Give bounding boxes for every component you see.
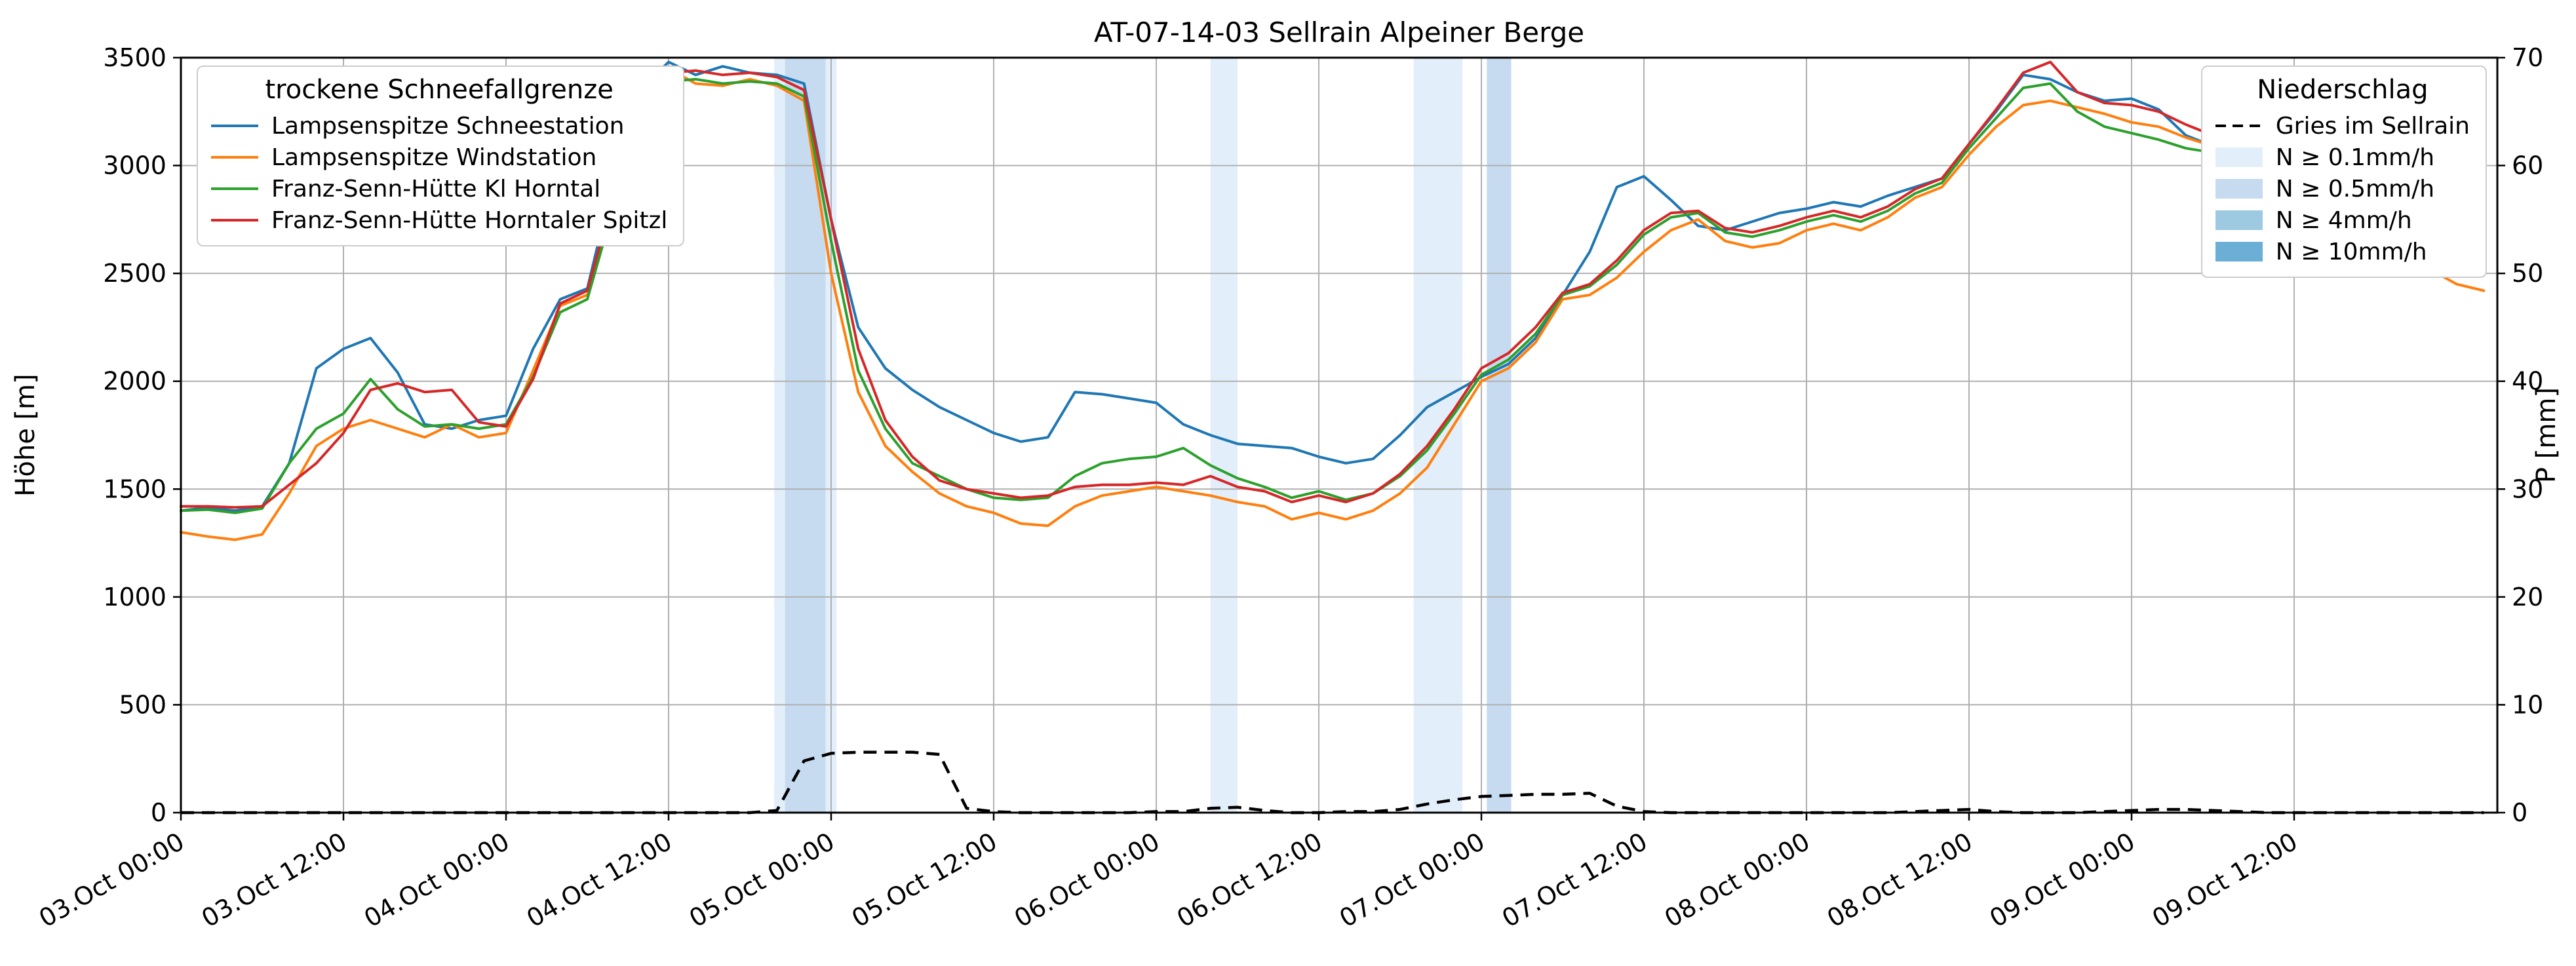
legend-entry-band: N ≥ 0.1mm/h xyxy=(2215,142,2470,173)
x-tick-label: 05.Oct 12:00 xyxy=(847,827,1002,933)
legend-entry-series-swatch xyxy=(211,187,258,190)
x-tick-label: 08.Oct 12:00 xyxy=(1822,827,1978,933)
legend-entry-band: N ≥ 4mm/h xyxy=(2215,204,2470,236)
y-tick-label-left: 2500 xyxy=(103,259,166,288)
x-tick-label: 06.Oct 12:00 xyxy=(1172,827,1327,933)
legend-entry-series-label: Franz-Senn-Hütte Horntaler Spitzl xyxy=(271,206,668,234)
x-tick-label: 07.Oct 00:00 xyxy=(1335,827,1490,933)
legend-entry-precip-line-swatch xyxy=(2215,125,2263,127)
x-tick-label: 09.Oct 00:00 xyxy=(1985,827,2140,933)
precip-line xyxy=(181,750,2484,815)
legend-entry-series: Lampsenspitze Schneestation xyxy=(211,110,667,142)
legend-entry-precip-line-label: Gries im Sellrain xyxy=(2275,112,2470,140)
chart-title: AT-07-14-03 Sellrain Alpeiner Berge xyxy=(1094,16,1584,48)
series-line xyxy=(180,77,2486,514)
y-tick-label-right: 60 xyxy=(2512,151,2543,180)
legend-entry-series-swatch xyxy=(211,125,258,127)
precip-band xyxy=(1210,58,1238,813)
legend-entry-band-swatch xyxy=(2215,210,2263,230)
x-tick-label: 09.Oct 12:00 xyxy=(2147,827,2303,933)
y-axis-label-left: Höhe [m] xyxy=(10,374,41,496)
legend-entry-series-label: Lampsenspitze Schneestation xyxy=(271,112,625,140)
y-tick-label-right: 70 xyxy=(2512,43,2543,72)
x-tick-label: 05.Oct 00:00 xyxy=(684,827,840,933)
y-tick-label-left: 1500 xyxy=(103,474,166,503)
legend-snowfall-line: trockene Schneefallgrenze Lampsenspitze … xyxy=(197,66,685,246)
y-tick-label-right: 10 xyxy=(2512,690,2543,719)
y-tick-label-left: 0 xyxy=(151,798,166,827)
legend-entry-series-swatch xyxy=(211,156,258,159)
legend-entry-band-swatch xyxy=(2215,179,2263,199)
y-tick-label-left: 3500 xyxy=(103,43,166,72)
plot-border xyxy=(180,56,2499,814)
legend-entry-series-label: Franz-Senn-Hütte Kl Horntal xyxy=(271,175,601,203)
x-tick-label: 03.Oct 00:00 xyxy=(34,827,189,933)
precip-band xyxy=(1487,58,1512,813)
y-tick-label-left: 1000 xyxy=(103,583,166,611)
x-tick-label: 03.Oct 12:00 xyxy=(197,827,352,933)
series-line xyxy=(180,67,2486,541)
legend-entry-band-label: N ≥ 10mm/h xyxy=(2275,238,2427,265)
legend-entry-series: Lampsenspitze Windstation xyxy=(211,142,667,173)
legend-entry-series-swatch xyxy=(211,219,258,222)
legend-entry-precip-line: Gries im Sellrain xyxy=(2215,110,2470,142)
legend-precipitation: Niederschlag Gries im Sellrain N ≥ 0.1mm/… xyxy=(2200,66,2487,278)
x-tick-label: 04.Oct 12:00 xyxy=(522,827,677,933)
legend-precipitation-entries: Gries im Sellrain N ≥ 0.1mm/h N ≥ 0.5mm/h N… xyxy=(2215,110,2470,267)
legend-entry-series-label: Lampsenspitze Windstation xyxy=(271,144,597,171)
precip-band xyxy=(774,58,785,813)
x-tick-label: 06.Oct 00:00 xyxy=(1009,827,1165,933)
legend-entry-band-swatch xyxy=(2215,147,2263,167)
x-tick-label: 04.Oct 00:00 xyxy=(359,827,515,933)
legend-snowfall-line-entries: Lampsenspitze Schneestation Lampsenspitze… xyxy=(211,110,667,236)
legend-entry-band-label: N ≥ 4mm/h xyxy=(2275,206,2412,234)
legend-entry-band-label: N ≥ 0.5mm/h xyxy=(2275,175,2435,203)
legend-precipitation-title: Niederschlag xyxy=(2257,75,2429,105)
legend-entry-band-swatch xyxy=(2215,242,2263,261)
series-line xyxy=(180,60,2486,509)
y-tick-label-right: 50 xyxy=(2512,259,2543,288)
precip-band xyxy=(785,58,826,813)
y-tick-label-right: 0 xyxy=(2512,798,2527,827)
legend-entry-band: N ≥ 10mm/h xyxy=(2215,236,2470,267)
y-tick-label-right: 40 xyxy=(2512,367,2543,396)
y-tick-label-left: 2000 xyxy=(103,367,166,396)
legend-entry-series: Franz-Senn-Hütte Kl Horntal xyxy=(211,173,667,204)
legend-entry-band-label: N ≥ 0.1mm/h xyxy=(2275,144,2435,171)
legend-entry-band: N ≥ 0.5mm/h xyxy=(2215,173,2470,204)
series-line xyxy=(180,60,2486,512)
legend-snowfall-line-title: trockene Schneefallgrenze xyxy=(265,75,614,105)
y-axis-label-right: P [mm] xyxy=(2531,387,2562,483)
y-tick-label-left: 500 xyxy=(119,690,166,719)
y-tick-label-left: 3000 xyxy=(103,151,166,180)
x-tick-label: 07.Oct 12:00 xyxy=(1497,827,1652,933)
x-tick-label: 08.Oct 00:00 xyxy=(1660,827,1815,933)
y-tick-label-right: 30 xyxy=(2512,474,2543,503)
legend-entry-series: Franz-Senn-Hütte Horntaler Spitzl xyxy=(211,204,667,236)
y-tick-label-right: 20 xyxy=(2512,583,2543,611)
